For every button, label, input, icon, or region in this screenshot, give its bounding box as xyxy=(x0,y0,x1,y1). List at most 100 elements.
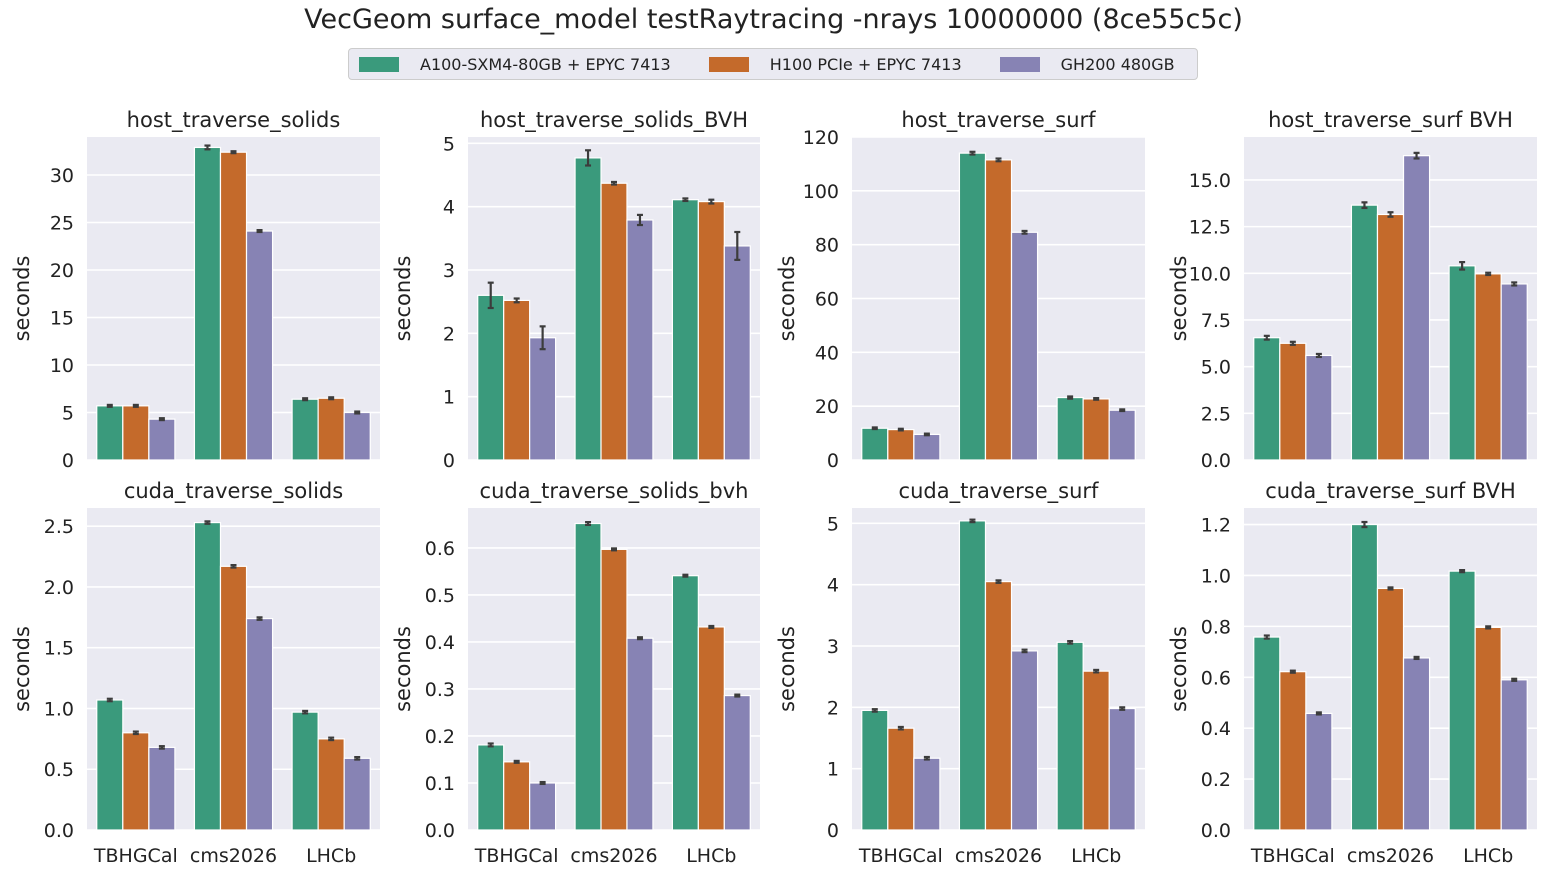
error-bar xyxy=(1511,281,1518,287)
error-bar xyxy=(1315,352,1322,359)
bar-gh200-480gb-tbhgcal xyxy=(913,433,941,461)
y-tick-label: 0.5 xyxy=(44,759,74,781)
y-tick-label: 0.6 xyxy=(1201,667,1231,689)
bar-gh200-480gb-cms2026 xyxy=(1402,657,1431,831)
error-bar xyxy=(539,780,546,786)
bar-h100-pcie-epyc-7413-lhcb xyxy=(1082,670,1110,831)
y-tick-label: 1 xyxy=(827,759,839,781)
bar-a100-sxm4-80gb-epyc-7413-cms2026 xyxy=(1350,204,1379,461)
error-bar xyxy=(636,636,643,641)
bar-a100-sxm4-80gb-epyc-7413-lhcb xyxy=(1056,641,1084,831)
bar-gh200-480gb-tbhgcal xyxy=(1305,354,1333,461)
x-tick-label: cms2026 xyxy=(955,845,1042,867)
error-bar xyxy=(923,432,930,437)
bar-h100-pcie-epyc-7413-lhcb xyxy=(697,626,725,831)
error-bar xyxy=(897,427,904,432)
y-tick-label: 40 xyxy=(815,342,839,364)
y-tick-label: 0.0 xyxy=(1201,820,1231,842)
error-bar xyxy=(923,755,930,761)
error-bar xyxy=(302,397,309,402)
bar-a100-sxm4-80gb-epyc-7413-cms2026 xyxy=(193,521,222,831)
y-tick-label: 0.1 xyxy=(425,773,455,795)
y-tick-label: 0.3 xyxy=(425,679,455,701)
error-bar xyxy=(682,197,689,203)
bar-a100-sxm4-80gb-epyc-7413-tbhgcal xyxy=(477,294,505,461)
bar-h100-pcie-epyc-7413-cms2026 xyxy=(1376,213,1405,461)
bar-gh200-480gb-cms2026 xyxy=(626,219,654,461)
error-bar xyxy=(682,573,689,578)
bar-h100-pcie-epyc-7413-cms2026 xyxy=(600,182,628,461)
bar-h100-pcie-epyc-7413-cms2026 xyxy=(219,151,248,461)
error-bar xyxy=(1289,340,1296,346)
error-bar xyxy=(328,736,335,742)
bar-h100-pcie-epyc-7413-tbhgcal xyxy=(1279,342,1307,461)
y-tick-label: 25 xyxy=(50,213,74,235)
bar-h100-pcie-epyc-7413-lhcb xyxy=(1474,273,1502,461)
error-bar xyxy=(256,616,263,621)
legend-swatch-h100 xyxy=(708,56,749,72)
y-tick-label: 0.4 xyxy=(425,632,455,654)
error-bar xyxy=(585,521,592,527)
error-bar xyxy=(708,198,715,205)
bar-h100-pcie-epyc-7413-tbhgcal xyxy=(503,761,531,831)
bar-h100-pcie-epyc-7413-cms2026 xyxy=(984,580,1013,831)
y-tick-label: 10.0 xyxy=(1189,263,1231,285)
bar-h100-pcie-epyc-7413-cms2026 xyxy=(984,159,1013,461)
bar-h100-pcie-epyc-7413-lhcb xyxy=(1474,626,1502,831)
bar-a100-sxm4-80gb-epyc-7413-cms2026 xyxy=(574,522,602,831)
error-bar xyxy=(106,403,113,408)
panel-title: cuda_traverse_surf BVH xyxy=(1265,479,1516,504)
bar-h100-pcie-epyc-7413-lhcb xyxy=(697,201,725,461)
error-bar xyxy=(539,325,546,351)
error-bar xyxy=(585,149,592,167)
bar-a100-sxm4-80gb-epyc-7413-lhcb xyxy=(671,199,699,461)
bar-h100-pcie-epyc-7413-tbhgcal xyxy=(887,428,915,461)
y-tick-label: 0.5 xyxy=(425,585,455,607)
error-bar xyxy=(132,730,139,736)
error-bar xyxy=(1119,706,1126,711)
error-bar xyxy=(871,426,878,431)
error-bar xyxy=(708,624,715,629)
y-tick-label: 1.5 xyxy=(44,638,74,660)
bar-a100-sxm4-80gb-epyc-7413-lhcb xyxy=(671,575,699,831)
chart-panel-cuda-traverse-solids-bvh: 0.0 0.1 0.2 0.3 0.4 0.5 0.6 cuda_traverse_solid… xyxy=(391,479,760,867)
x-tick-label: cms2026 xyxy=(1347,845,1434,867)
y-tick-label: 3 xyxy=(827,636,839,658)
bar-a100-sxm4-80gb-epyc-7413-tbhgcal xyxy=(1253,337,1281,461)
error-bar xyxy=(734,693,741,698)
error-bar xyxy=(230,150,237,155)
error-bar xyxy=(230,564,237,569)
bar-gh200-480gb-cms2026 xyxy=(245,230,274,461)
error-bar xyxy=(995,579,1002,584)
chart-panel-cuda-traverse-solids: 0.0 0.5 1.0 1.5 2.0 2.5 cuda_traverse_solidsse… xyxy=(10,479,380,867)
y-tick-label: 1.2 xyxy=(1201,515,1231,537)
y-tick-label: 4 xyxy=(827,575,839,597)
chart-panel-host-traverse-surf-bvh: 0.0 2.5 5.0 7.5 10.0 12.5 15.0 host_traverse_su… xyxy=(1167,108,1537,472)
bar-h100-pcie-epyc-7413-lhcb xyxy=(1082,398,1110,461)
legend-item-h100: H100 PCIe + EPYC 7413 xyxy=(708,55,962,74)
y-tick-label: 5 xyxy=(827,513,839,535)
x-tick-label: LHCb xyxy=(1463,845,1513,867)
y-tick-label: 0 xyxy=(62,450,74,472)
panel-title: cuda_traverse_solids xyxy=(124,479,343,504)
bar-gh200-480gb-cms2026 xyxy=(245,617,274,831)
bar-gh200-480gb-tbhgcal xyxy=(529,337,557,461)
error-bar xyxy=(487,742,494,748)
y-tick-label: 60 xyxy=(815,289,839,311)
y-tick-label: 80 xyxy=(815,235,839,257)
error-bar xyxy=(1263,334,1270,341)
y-tick-label: 0 xyxy=(827,450,839,472)
error-bar xyxy=(256,229,263,234)
error-bar xyxy=(1021,229,1028,235)
bar-gh200-480gb-tbhgcal xyxy=(148,746,176,831)
panel-title: cuda_traverse_solids_bvh xyxy=(480,479,749,504)
panel-title: cuda_traverse_surf xyxy=(899,479,1100,504)
y-tick-label: 15.0 xyxy=(1189,170,1231,192)
y-tick-label: 12.5 xyxy=(1189,217,1231,239)
bar-h100-pcie-epyc-7413-cms2026 xyxy=(1376,587,1405,831)
x-tick-label: LHCb xyxy=(686,845,736,867)
legend-item-a100: A100-SXM4-80GB + EPYC 7413 xyxy=(359,55,671,74)
x-tick-label: LHCb xyxy=(306,845,356,867)
error-bar xyxy=(328,396,335,401)
